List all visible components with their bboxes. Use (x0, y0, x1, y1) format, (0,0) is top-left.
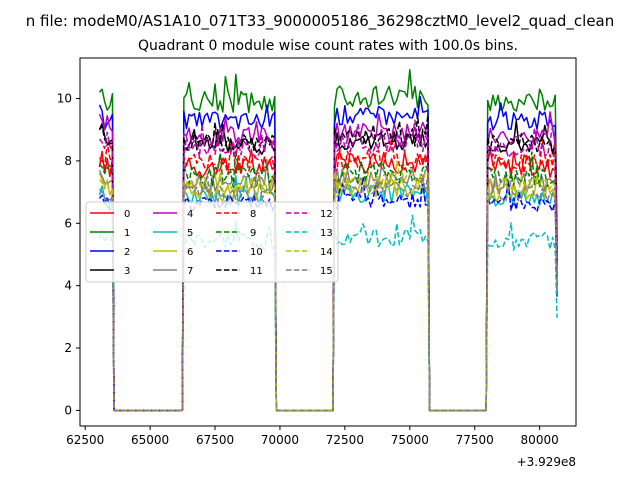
x-tick-label: 70000 (261, 433, 299, 447)
x-tick-label: 75000 (391, 433, 429, 447)
y-tick-label: 8 (64, 154, 72, 168)
y-tick-label: 6 (64, 216, 72, 230)
y-tick-label: 4 (64, 279, 72, 293)
legend-label-9: 9 (250, 228, 256, 239)
x-tick-label: 80000 (521, 433, 559, 447)
x-tick-label: 72500 (326, 433, 364, 447)
figure-suptitle: n file: modeM0/AS1A10_071T33_9000005186_… (26, 12, 615, 31)
legend-label-4: 4 (187, 209, 193, 220)
legend-label-5: 5 (187, 228, 193, 239)
legend-label-11: 11 (250, 266, 263, 277)
legend-label-7: 7 (187, 266, 193, 277)
y-tick-label: 10 (57, 92, 72, 106)
series-line-9 (98, 150, 558, 412)
y-axis: 0 2 4 6 8 10 (57, 92, 80, 417)
legend-label-8: 8 (250, 209, 256, 220)
legend-label-10: 10 (250, 247, 263, 258)
legend-label-14: 14 (320, 247, 333, 258)
x-tick-label: 77500 (456, 433, 494, 447)
x-tick-label: 62500 (66, 433, 104, 447)
series-line-11 (98, 113, 558, 412)
legend-label-15: 15 (320, 266, 333, 277)
y-tick-label: 0 (64, 403, 72, 417)
series-line-3 (98, 120, 558, 412)
legend-label-3: 3 (124, 266, 130, 277)
x-axis: 62500 65000 67500 70000 72500 75000 77500 80000 (66, 426, 559, 447)
x-tick-label: 65000 (131, 433, 169, 447)
legend-label-1: 1 (124, 228, 130, 239)
series-line-1 (98, 69, 558, 412)
plot-lines (98, 69, 558, 412)
series-line-8 (98, 137, 558, 412)
series-line-12 (98, 119, 558, 412)
legend-label-6: 6 (187, 247, 193, 258)
series-line-15 (98, 170, 558, 412)
series-line-2 (98, 96, 558, 412)
legend-label-0: 0 (124, 209, 130, 220)
y-tick-label: 2 (64, 341, 72, 355)
axes-frame (79, 57, 577, 427)
legend-box (85, 201, 339, 283)
legend-label-12: 12 (320, 209, 333, 220)
x-axis-offset-label: +3.929e8 (517, 455, 576, 469)
chart-title: Quadrant 0 module wise count rates with … (138, 38, 518, 54)
legend-label-2: 2 (124, 247, 130, 258)
x-tick-label: 67500 (196, 433, 234, 447)
series-line-0 (98, 148, 558, 412)
legend-label-13: 13 (320, 228, 333, 239)
